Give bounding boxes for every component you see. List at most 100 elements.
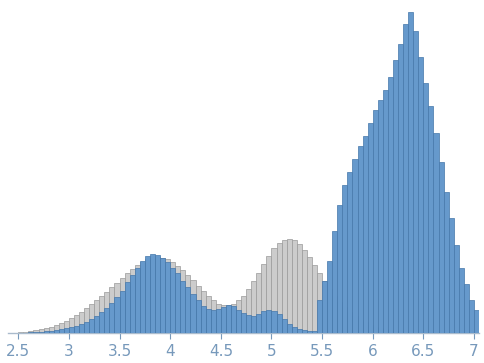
Bar [185,275,190,334]
Bar [261,264,266,334]
Bar [236,310,241,334]
Bar [358,146,363,334]
Bar [190,294,196,334]
Bar [74,326,79,334]
Bar [292,327,297,334]
Bar [130,269,135,334]
Bar [79,324,84,334]
Bar [444,192,449,334]
Bar [302,330,307,334]
Bar [348,172,352,334]
Bar [196,286,200,334]
Bar [13,333,18,334]
Bar [135,265,140,334]
Bar [124,282,130,334]
Bar [276,243,282,334]
Bar [120,291,124,334]
Bar [145,256,150,334]
Bar [332,296,337,334]
Bar [221,307,226,334]
Bar [196,301,200,334]
Bar [170,268,175,334]
Bar [266,256,272,334]
Bar [428,106,434,334]
Bar [155,255,160,334]
Bar [160,258,165,334]
Bar [59,330,64,334]
Bar [246,315,251,334]
Bar [251,281,256,334]
Bar [94,316,99,334]
Bar [241,295,246,334]
Bar [398,44,403,334]
Bar [236,301,241,334]
Bar [312,265,317,334]
Bar [393,60,398,334]
Bar [424,83,428,334]
Bar [29,333,33,334]
Bar [99,312,105,334]
Bar [393,331,398,334]
Bar [226,305,231,334]
Bar [327,289,332,334]
Bar [276,314,282,334]
Bar [79,312,84,334]
Bar [130,275,135,334]
Bar [226,305,231,334]
Bar [272,248,276,334]
Bar [307,331,312,334]
Bar [135,268,140,334]
Bar [105,308,109,334]
Bar [190,280,196,334]
Bar [342,185,348,334]
Bar [434,132,439,334]
Bar [115,283,120,334]
Bar [413,333,418,334]
Bar [348,312,352,334]
Bar [49,331,54,334]
Bar [109,287,115,334]
Bar [358,319,363,334]
Bar [231,306,236,334]
Bar [84,309,89,334]
Bar [109,303,115,334]
Bar [352,316,358,334]
Bar [312,331,317,334]
Bar [388,330,393,334]
Bar [54,330,59,334]
Bar [89,319,94,334]
Bar [403,332,408,334]
Bar [124,273,130,334]
Bar [23,332,29,334]
Bar [160,258,165,334]
Bar [403,24,408,334]
Bar [29,331,33,334]
Bar [408,333,413,334]
Bar [165,262,170,334]
Bar [94,301,99,334]
Bar [206,309,211,334]
Bar [105,292,109,334]
Bar [383,90,388,334]
Bar [241,313,246,334]
Bar [322,281,327,334]
Bar [317,301,322,334]
Bar [74,315,79,334]
Bar [185,287,190,334]
Bar [256,314,261,334]
Bar [398,331,403,334]
Bar [337,205,342,334]
Bar [54,325,59,334]
Bar [459,268,464,334]
Bar [251,316,256,334]
Bar [23,333,29,334]
Bar [378,100,383,334]
Bar [211,301,216,334]
Bar [69,318,74,334]
Bar [115,297,120,334]
Bar [221,305,226,334]
Bar [59,323,64,334]
Bar [39,329,44,334]
Bar [84,322,89,334]
Bar [332,231,337,334]
